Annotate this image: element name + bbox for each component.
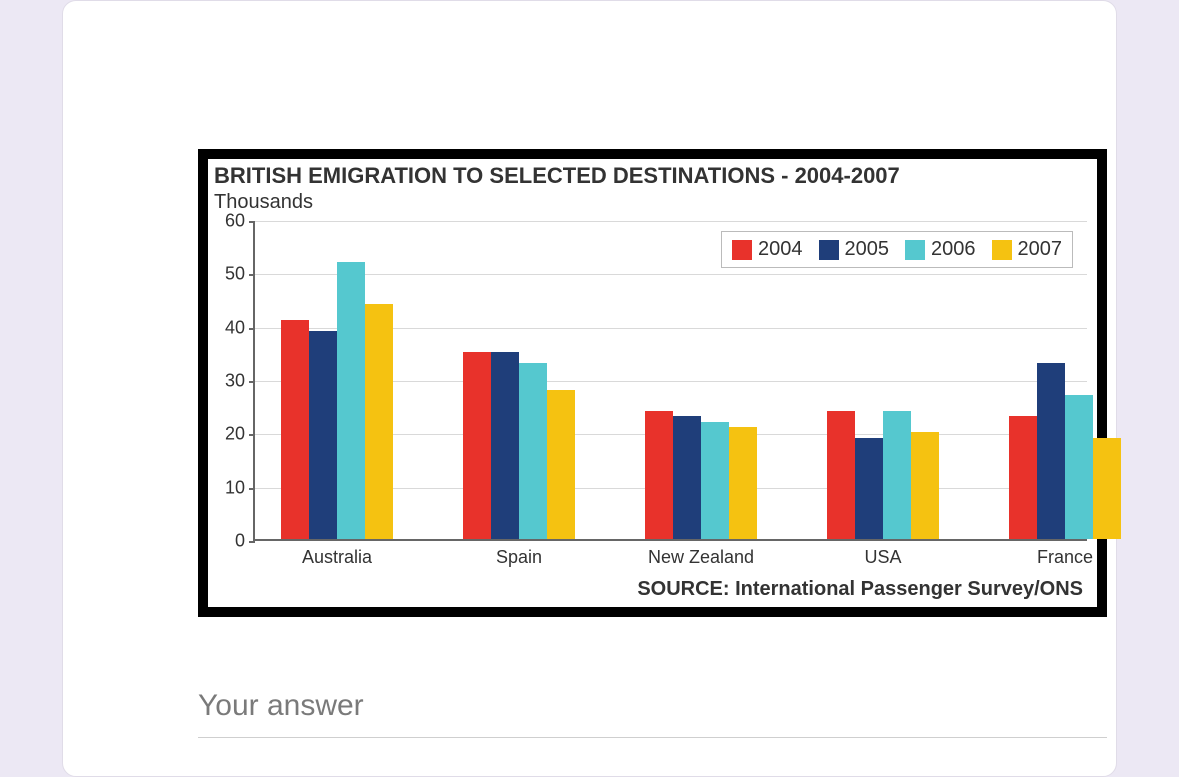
bar-france-2005 <box>1037 363 1065 539</box>
chart-title: BRITISH EMIGRATION TO SELECTED DESTINATI… <box>214 163 900 189</box>
y-axis-label: 0 <box>235 531 245 552</box>
chart-legend: 2004 2005 2006 2007 <box>721 231 1073 268</box>
y-tick <box>249 328 255 330</box>
y-tick <box>249 274 255 276</box>
bar-usa-2004 <box>827 411 855 539</box>
chart-inner: BRITISH EMIGRATION TO SELECTED DESTINATI… <box>208 159 1097 607</box>
bar-usa-2006 <box>883 411 911 539</box>
bar-australia-2006 <box>337 262 365 539</box>
chart-frame: BRITISH EMIGRATION TO SELECTED DESTINATI… <box>198 149 1107 617</box>
y-tick <box>249 434 255 436</box>
bar-new-zealand-2004 <box>645 411 673 539</box>
bar-france-2006 <box>1065 395 1093 539</box>
legend-swatch <box>905 240 925 260</box>
chart-source: SOURCE: International Passenger Survey/O… <box>637 578 1083 601</box>
bar-usa-2005 <box>855 438 883 539</box>
y-tick <box>249 381 255 383</box>
y-tick <box>249 221 255 223</box>
legend-swatch <box>992 240 1012 260</box>
legend-item-2004: 2004 <box>732 238 803 261</box>
legend-swatch <box>819 240 839 260</box>
x-axis-label: France <box>1037 547 1093 568</box>
gridline <box>255 274 1087 275</box>
x-axis-label: New Zealand <box>648 547 754 568</box>
form-card: BRITISH EMIGRATION TO SELECTED DESTINATI… <box>62 0 1117 777</box>
y-axis-label: 60 <box>225 211 245 232</box>
bar-usa-2007 <box>911 432 939 539</box>
gridline <box>255 221 1087 222</box>
y-axis-label: 20 <box>225 424 245 445</box>
y-axis-label: 40 <box>225 317 245 338</box>
y-tick <box>249 488 255 490</box>
bar-new-zealand-2007 <box>729 427 757 539</box>
y-tick <box>249 541 255 543</box>
legend-item-2006: 2006 <box>905 238 976 261</box>
bar-australia-2005 <box>309 331 337 539</box>
answer-input[interactable]: Your answer <box>198 689 364 723</box>
bar-france-2007 <box>1093 438 1121 539</box>
bar-spain-2006 <box>519 363 547 539</box>
legend-item-2007: 2007 <box>992 238 1063 261</box>
y-axis-label: 30 <box>225 371 245 392</box>
bar-spain-2005 <box>491 352 519 539</box>
legend-item-2005: 2005 <box>819 238 890 261</box>
legend-label: 2005 <box>845 238 890 261</box>
legend-label: 2004 <box>758 238 803 261</box>
x-axis-label: USA <box>864 547 901 568</box>
legend-swatch <box>732 240 752 260</box>
bar-spain-2007 <box>547 390 575 539</box>
bar-new-zealand-2005 <box>673 416 701 539</box>
answer-underline <box>198 737 1107 738</box>
bar-spain-2004 <box>463 352 491 539</box>
chart-plot-area: 0102030405060AustraliaSpainNew ZealandUS… <box>253 221 1087 541</box>
y-axis-label: 50 <box>225 264 245 285</box>
y-axis-label: 10 <box>225 477 245 498</box>
bar-france-2004 <box>1009 416 1037 539</box>
bar-australia-2007 <box>365 304 393 539</box>
legend-label: 2006 <box>931 238 976 261</box>
x-axis-label: Australia <box>302 547 372 568</box>
bar-new-zealand-2006 <box>701 422 729 539</box>
bar-australia-2004 <box>281 320 309 539</box>
x-axis-label: Spain <box>496 547 542 568</box>
legend-label: 2007 <box>1018 238 1063 261</box>
